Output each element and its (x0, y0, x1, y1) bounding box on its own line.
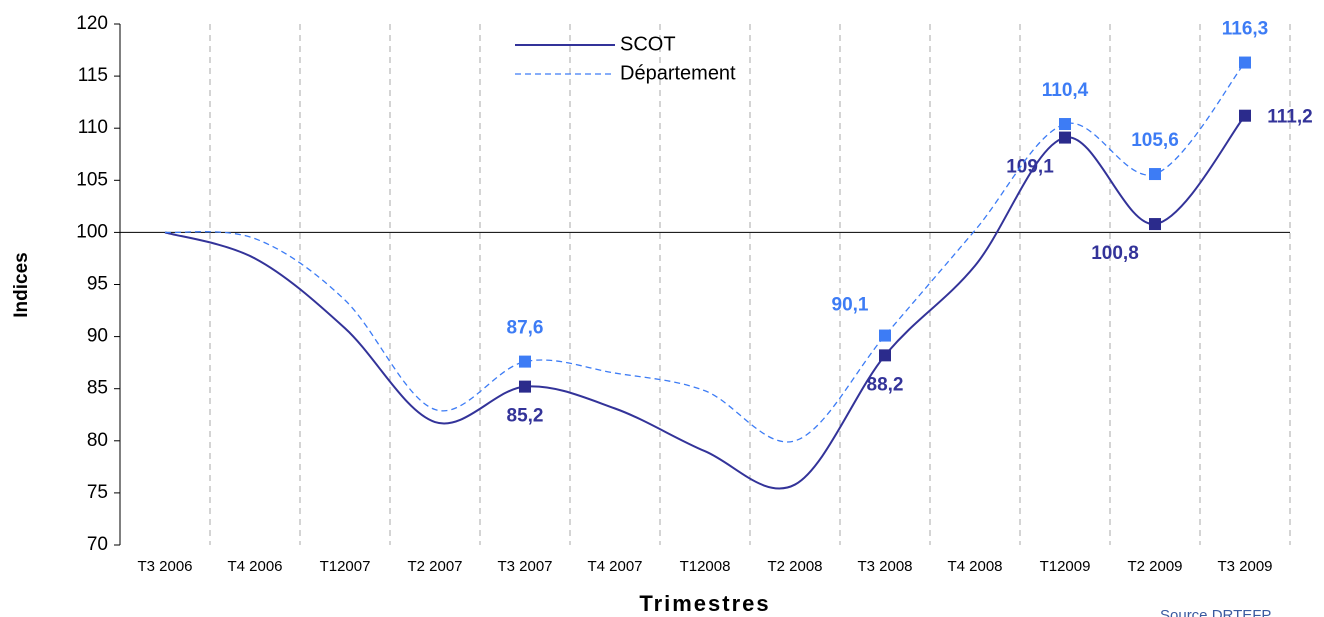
y-tick-label: 120 (76, 13, 108, 34)
marker (1059, 118, 1071, 131)
data-label: 105,6 (1131, 130, 1179, 151)
x-tick-label: T12009 (1040, 558, 1091, 575)
data-label: 116,3 (1222, 19, 1269, 40)
x-tick-label: T3 2009 (1217, 558, 1272, 575)
data-label: 109,1 (1006, 157, 1054, 178)
x-tick-label: T3 2007 (497, 558, 552, 575)
x-tick-label: T4 2007 (587, 558, 642, 575)
x-tick-label: T4 2006 (227, 558, 282, 575)
y-tick-label: 115 (78, 65, 108, 86)
x-tick-label: T3 2006 (137, 558, 192, 575)
data-label: 100,8 (1091, 243, 1139, 264)
marker (519, 380, 531, 393)
legend-label: SCOT (620, 33, 676, 55)
y-axis-title: Indices (11, 252, 32, 317)
marker (879, 329, 891, 342)
x-tick-label: T2 2009 (1127, 558, 1182, 575)
y-tick-label: 95 (87, 274, 108, 295)
line (164, 115, 1246, 490)
data-label: 85,2 (507, 406, 544, 427)
y-tick-label: 80 (87, 430, 108, 451)
marker (1059, 131, 1071, 144)
x-tick-label: T2 2008 (767, 558, 822, 575)
marker (879, 349, 891, 362)
line (164, 62, 1246, 443)
marker (519, 355, 531, 368)
y-tick-label: 90 (87, 326, 108, 347)
x-tick-label: T12008 (680, 558, 731, 575)
source: Source DRTEFP (1160, 607, 1271, 617)
marker (1239, 56, 1251, 69)
y-tick-label: 75 (87, 482, 108, 503)
y-tick-label: 85 (87, 378, 108, 399)
data-label: 110,4 (1042, 80, 1089, 101)
x-tick-label: T3 2008 (857, 558, 912, 575)
x-axis-title: Trimestres (639, 591, 770, 616)
data-label: 90,1 (832, 295, 869, 316)
legend-label: Département (620, 62, 736, 84)
y-tick-label: 110 (78, 117, 108, 138)
x-tick-label: T12007 (320, 558, 371, 575)
data-label: 88,2 (867, 374, 904, 395)
data-label: 111,2 (1267, 107, 1312, 128)
marker (1149, 218, 1161, 231)
x-tick-label: T4 2008 (947, 558, 1002, 575)
y-tick-label: 70 (87, 534, 108, 555)
data-label: 87,6 (507, 318, 544, 339)
y-tick-label: 105 (76, 169, 108, 190)
y-tick-label: 100 (76, 221, 108, 242)
marker (1149, 168, 1161, 181)
marker (1239, 109, 1251, 122)
x-tick-label: T2 2007 (407, 558, 462, 575)
